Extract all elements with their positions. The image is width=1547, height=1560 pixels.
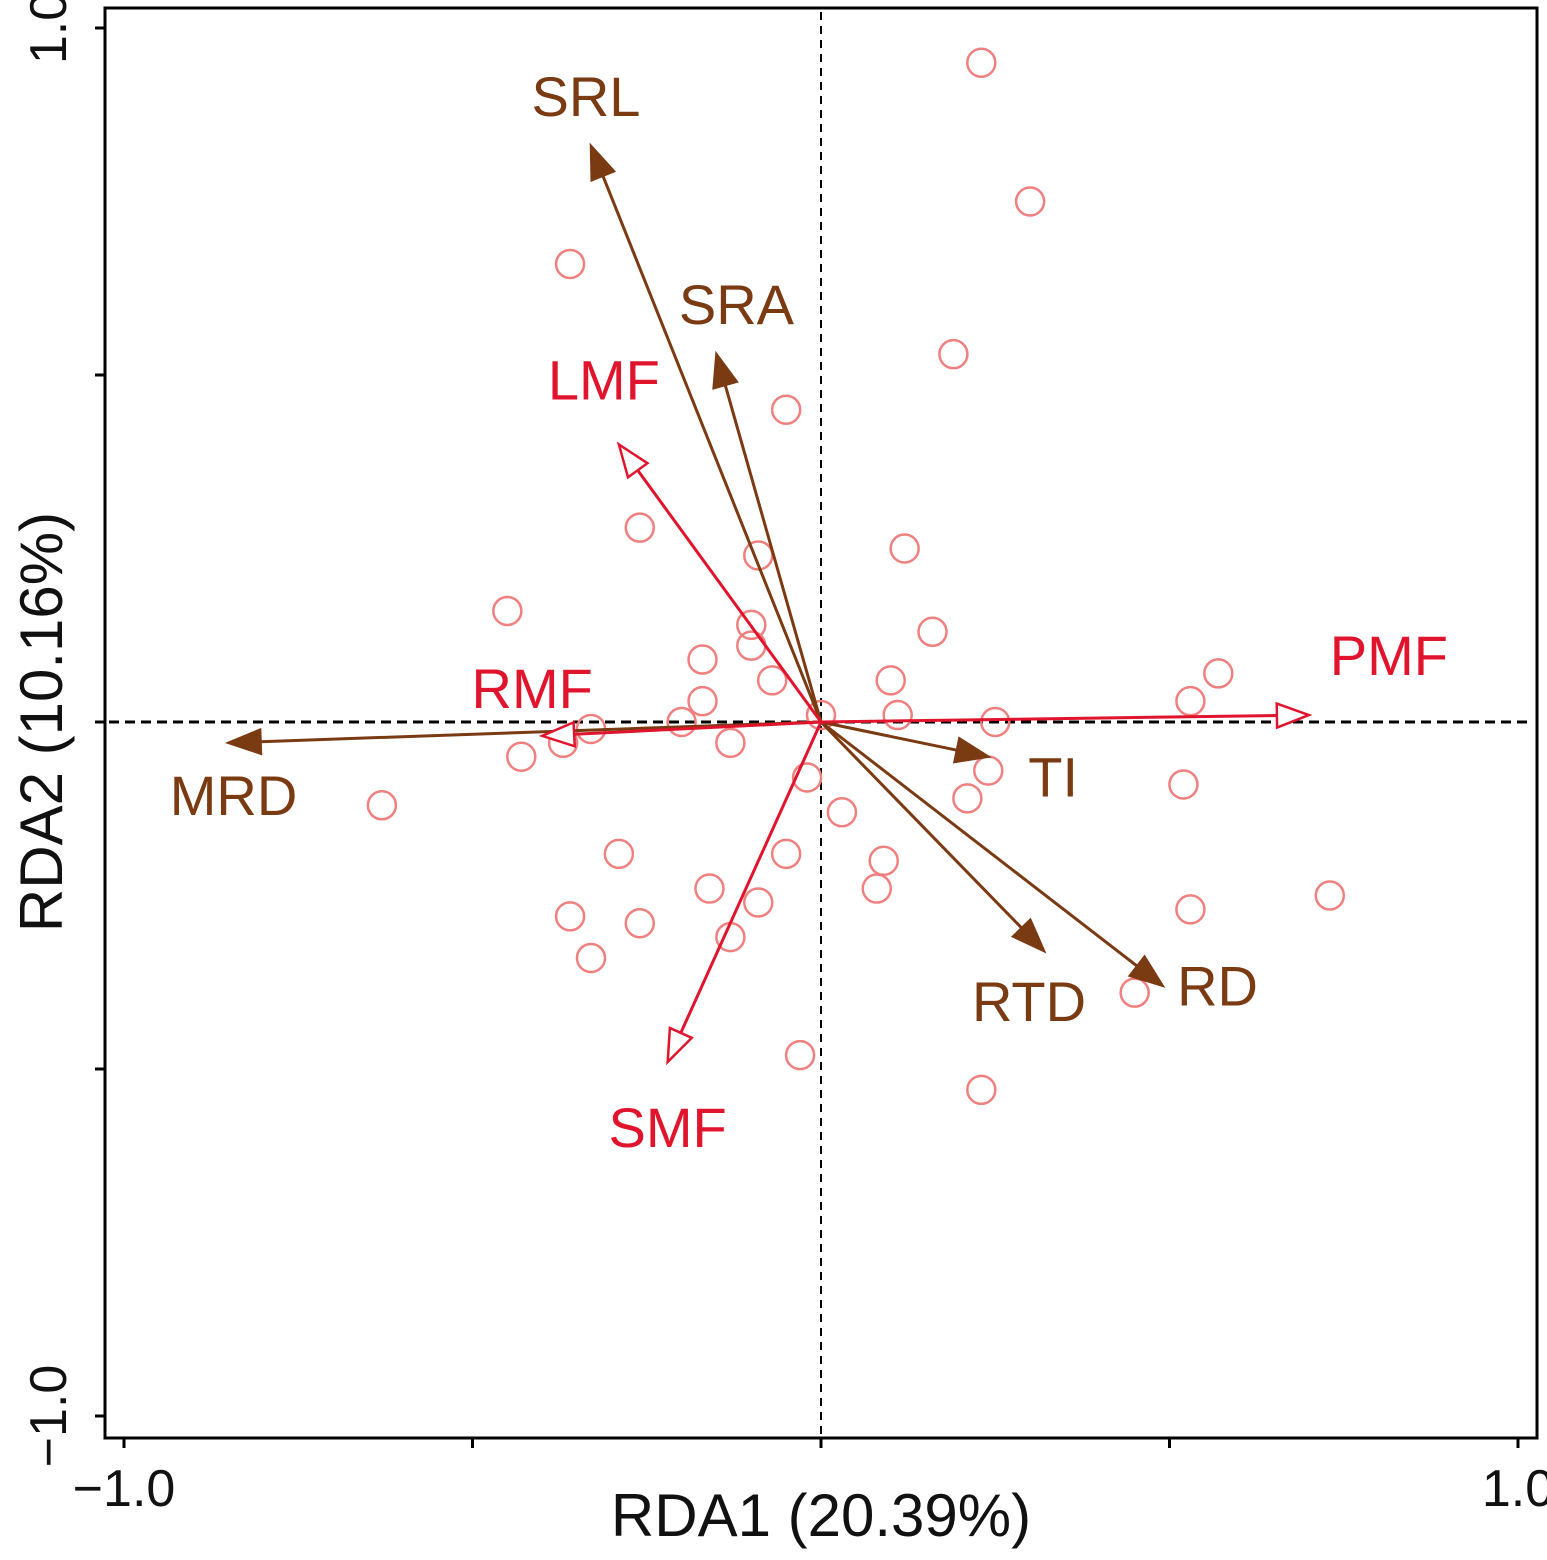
y-tick-label: −1.0 xyxy=(20,1365,78,1468)
sample-point xyxy=(624,908,656,939)
sample-point xyxy=(917,616,948,648)
sample-point xyxy=(603,838,635,870)
response-vector-pmf xyxy=(820,714,1277,724)
explanatory-arrowhead-rd xyxy=(1127,954,1166,988)
x-axis-title: RDA1 (20.39%) xyxy=(611,1482,1031,1549)
explanatory-vector-rd xyxy=(820,720,1139,968)
sample-point xyxy=(554,901,586,932)
sample-point xyxy=(1203,658,1234,689)
sample-point xyxy=(882,699,913,731)
sample-point xyxy=(506,741,537,772)
explanatory-arrowhead-sra xyxy=(712,350,739,390)
sample-point xyxy=(770,394,802,425)
x-tick-label: −1.0 xyxy=(73,1460,176,1518)
response-arrowhead-smf xyxy=(666,1026,694,1066)
sample-point xyxy=(736,609,767,641)
explanatory-arrowhead-mrd xyxy=(224,727,263,756)
response-arrowhead-rmf xyxy=(538,720,577,749)
sample-point xyxy=(715,727,746,759)
response-label-lmf: LMF xyxy=(548,348,660,411)
response-label-pmf: PMF xyxy=(1330,624,1448,687)
explanatory-arrowhead-ti xyxy=(952,736,992,764)
sample-point xyxy=(868,845,899,877)
sample-point xyxy=(826,796,858,828)
response-label-smf: SMF xyxy=(609,1096,727,1159)
sample-point xyxy=(1168,769,1199,800)
sample-point xyxy=(770,838,802,870)
explanatory-vector-sra xyxy=(723,384,823,723)
y-tick-label: 1.0 xyxy=(20,0,78,64)
sample-point xyxy=(624,512,656,543)
explanatory-arrowhead-rtd xyxy=(1010,917,1047,954)
explanatory-label-srl: SRL xyxy=(532,65,641,128)
sample-point xyxy=(973,755,1004,786)
sample-point xyxy=(756,665,788,696)
explanatory-label-rtd: RTD xyxy=(972,970,1086,1033)
sample-point xyxy=(554,248,586,280)
sample-point xyxy=(784,1039,816,1071)
explanatory-vector-ti xyxy=(820,720,958,752)
sample-point xyxy=(875,665,906,696)
y-axis-title: RDA2 (10.16%) xyxy=(8,512,75,932)
explanatory-vector-rtd xyxy=(819,720,1023,930)
sample-point xyxy=(952,783,983,814)
sample-point xyxy=(980,706,1011,738)
explanatory-vector-srl xyxy=(601,175,823,723)
sample-point xyxy=(805,699,837,731)
sample-point xyxy=(966,47,997,78)
sample-point xyxy=(687,644,718,675)
sample-point xyxy=(743,887,774,918)
sample-point xyxy=(938,338,969,370)
sample-point xyxy=(366,790,398,821)
sample-point xyxy=(1175,894,1206,925)
response-label-rmf: RMF xyxy=(472,657,593,720)
sample-point xyxy=(1175,685,1206,717)
sample-point xyxy=(694,873,725,904)
explanatory-label-mrd: MRD xyxy=(170,764,298,827)
explanatory-label-rd: RD xyxy=(1177,955,1258,1018)
sample-point xyxy=(889,533,920,564)
sample-point xyxy=(791,762,823,793)
response-vector-lmf xyxy=(636,469,823,723)
sample-point xyxy=(666,706,697,738)
response-vector-smf xyxy=(679,721,823,1034)
response-arrowhead-pmf xyxy=(1275,701,1313,730)
sample-point xyxy=(1014,186,1046,217)
response-vector-rmf xyxy=(574,720,822,736)
explanatory-arrowhead-srl xyxy=(589,142,617,182)
x-tick-label: 1.0 xyxy=(1482,1460,1547,1518)
response-arrowhead-lmf xyxy=(616,441,650,480)
sample-point xyxy=(575,942,607,974)
sample-point xyxy=(492,595,523,627)
sample-point xyxy=(1119,977,1150,1008)
explanatory-label-sra: SRA xyxy=(679,273,795,336)
sample-point xyxy=(966,1074,997,1106)
sample-point xyxy=(1314,880,1346,911)
sample-point xyxy=(736,630,767,661)
sample-point xyxy=(861,873,893,904)
sample-point xyxy=(687,685,718,717)
explanatory-label-ti: TI xyxy=(1028,746,1078,809)
